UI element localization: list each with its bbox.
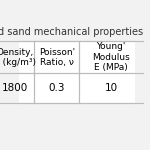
Text: Density,
ρ (kg/m³): Density, ρ (kg/m³) (0, 48, 36, 67)
Text: 1800: 1800 (2, 83, 28, 93)
Text: 0.3: 0.3 (48, 83, 65, 93)
Text: Firoozkouh-191 standard sand mechanical properties: Firoozkouh-191 standard sand mechanical … (0, 27, 143, 37)
Text: Poisson'
Ratio, ν: Poisson' Ratio, ν (39, 48, 75, 67)
Text: Young'
Modulus
E (MPa): Young' Modulus E (MPa) (92, 42, 130, 72)
Bar (0, 41, 143, 103)
Text: 10: 10 (104, 83, 118, 93)
